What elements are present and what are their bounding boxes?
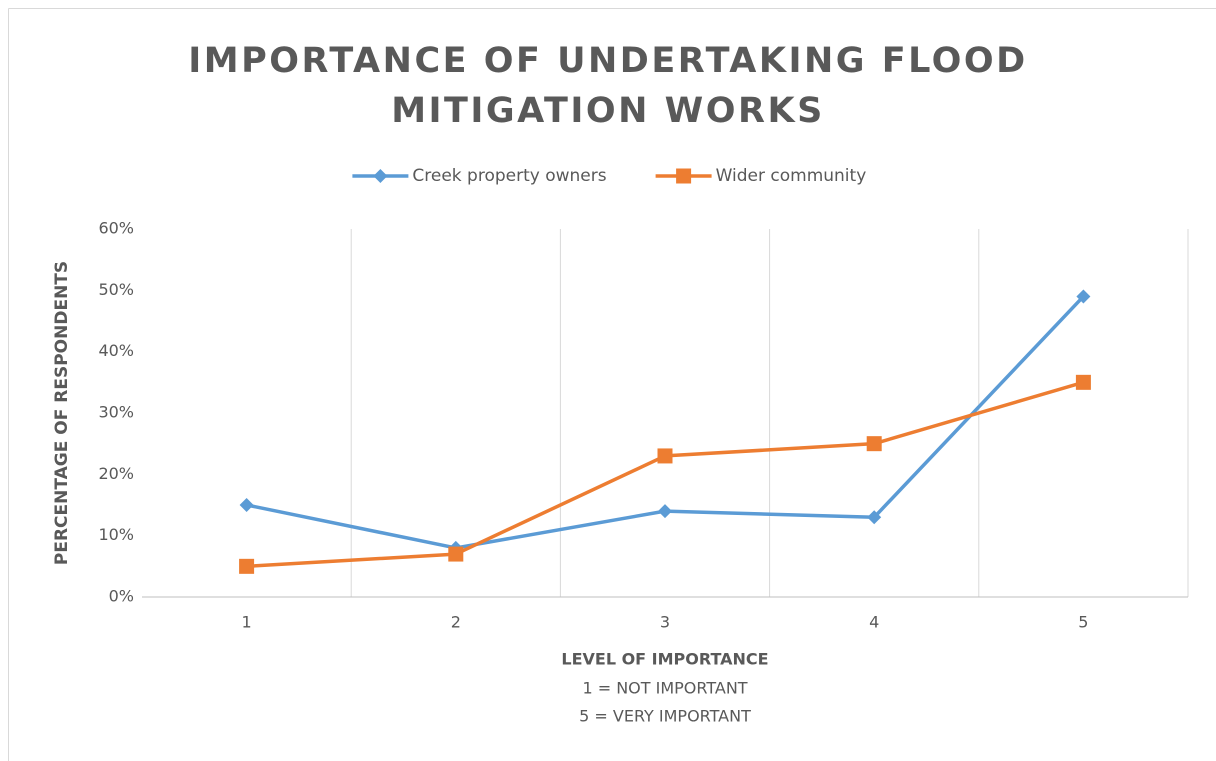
series-line (246, 380, 1084, 569)
marker (676, 168, 692, 184)
y-tick-label: 40% (98, 341, 134, 360)
marker (866, 436, 882, 452)
y-tick-label: 20% (98, 464, 134, 483)
marker (657, 448, 673, 464)
x-tick-label: 3 (660, 613, 670, 632)
x-axis-label: LEVEL OF IMPORTANCE (561, 650, 768, 669)
y-tick-label: 10% (98, 525, 134, 544)
y-tick-label: 60% (98, 219, 134, 238)
x-tick-label: 5 (1078, 613, 1088, 632)
x-tick-label: 1 (242, 613, 252, 632)
x-tick-label: 2 (451, 613, 461, 632)
marker (239, 558, 255, 574)
marker (658, 504, 672, 519)
marker (1076, 289, 1091, 304)
chart-title: IMPORTANCE OF UNDERTAKING FLOOD MITIGATI… (188, 41, 1028, 131)
legend-label: Creek property owners (412, 166, 606, 186)
y-axis-label: PERCENTAGE OF RESPONDENTS (52, 261, 72, 565)
x-tick-label: 4 (869, 613, 879, 632)
marker (373, 169, 388, 183)
marker (1075, 374, 1091, 390)
marker (867, 510, 882, 525)
marker (448, 546, 464, 562)
legend-label: Wider community (716, 166, 867, 186)
y-tick-label: 0% (109, 587, 134, 606)
x-axis-note: 1 = NOT IMPORTANT (582, 679, 747, 698)
x-axis-note: 5 = VERY IMPORTANT (579, 707, 751, 726)
y-tick-label: 50% (98, 280, 134, 299)
y-tick-label: 30% (98, 403, 134, 422)
marker (239, 498, 254, 512)
